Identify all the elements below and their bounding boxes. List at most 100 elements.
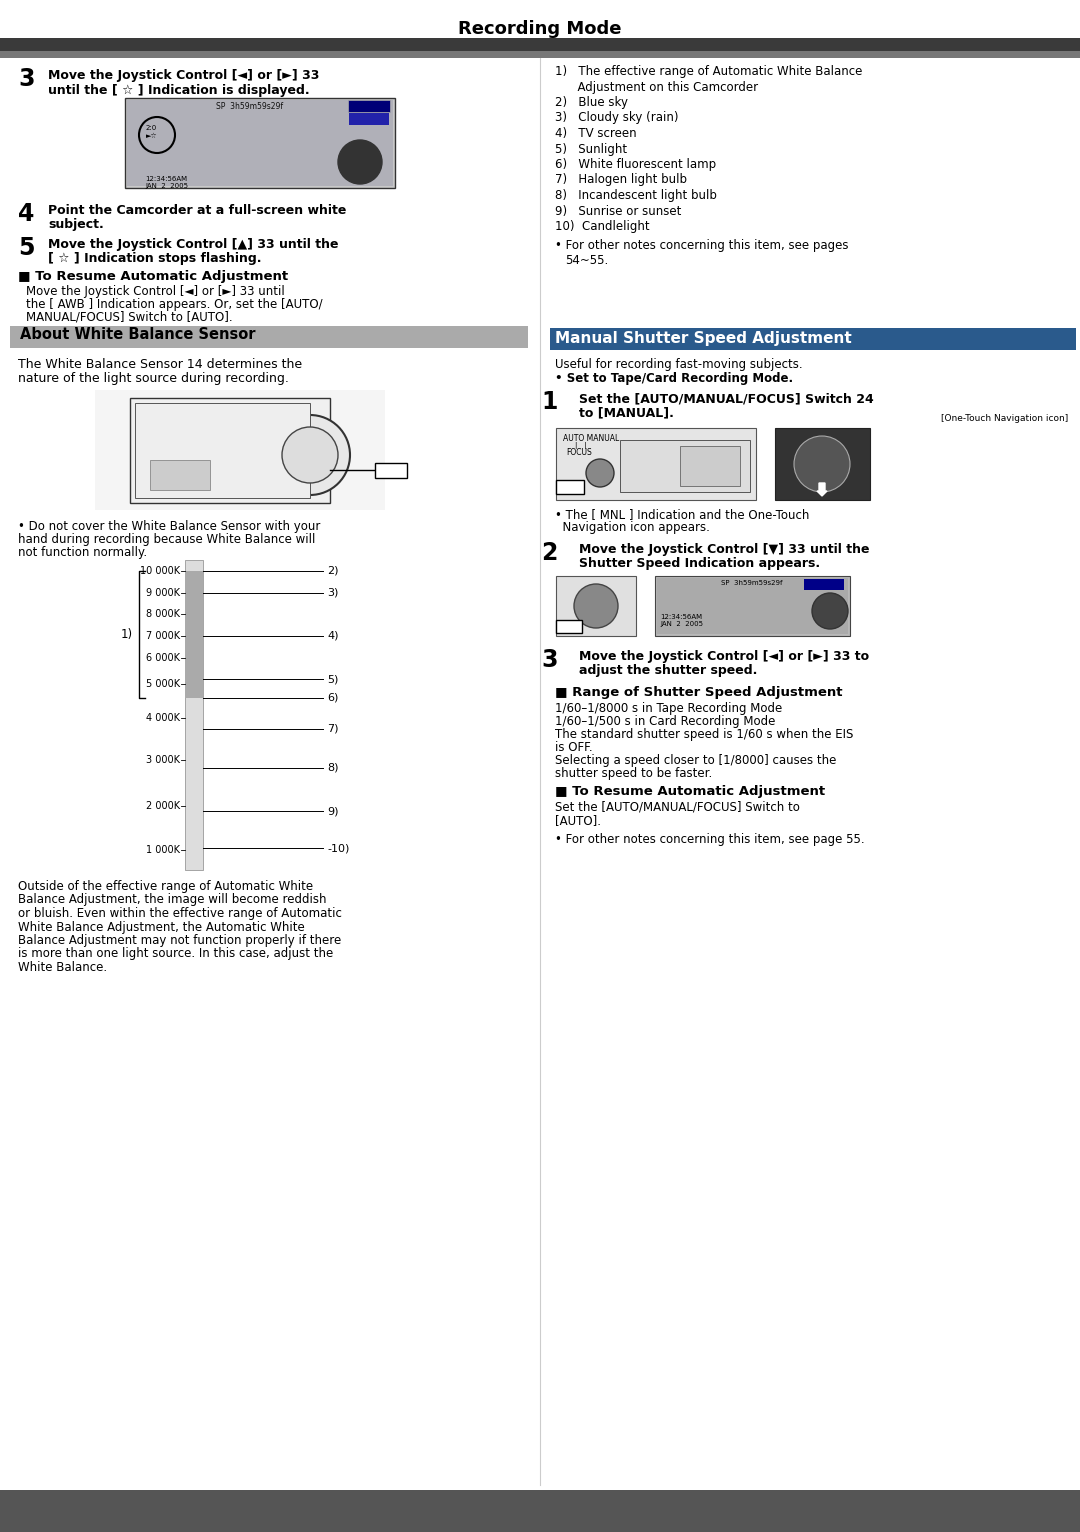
Text: 1: 1 (541, 391, 557, 414)
Text: 3: 3 (541, 648, 557, 673)
Text: 5)   Sunlight: 5) Sunlight (555, 142, 627, 156)
Text: • Set to Tape/Card Recording Mode.: • Set to Tape/Card Recording Mode. (555, 372, 793, 385)
Text: 9)   Sunrise or sunset: 9) Sunrise or sunset (555, 204, 681, 218)
Bar (556, 480, 584, 493)
Text: Set the [AUTO/MANUAL/FOCUS] Switch to: Set the [AUTO/MANUAL/FOCUS] Switch to (555, 801, 800, 813)
Bar (0, 38, 1080, 51)
Text: JAN  2  2005: JAN 2 2005 (660, 620, 703, 627)
Text: 1/60–1/500 s in Card Recording Mode: 1/60–1/500 s in Card Recording Mode (555, 715, 775, 728)
Bar (556, 427, 756, 499)
Text: +: + (825, 604, 835, 616)
Bar (130, 398, 330, 502)
Text: 3: 3 (18, 67, 35, 90)
Text: 7)   Halogen light bulb: 7) Halogen light bulb (555, 173, 687, 187)
Text: -10): -10) (327, 843, 349, 853)
Bar (654, 576, 850, 636)
Bar (775, 427, 870, 499)
Bar (556, 576, 636, 636)
Text: Set the [AUTO/MANUAL/FOCUS] Switch 24: Set the [AUTO/MANUAL/FOCUS] Switch 24 (579, 392, 874, 404)
Circle shape (573, 584, 618, 628)
Text: 1): 1) (121, 628, 133, 640)
Circle shape (270, 415, 350, 495)
Bar (0, 51, 1080, 58)
Bar (550, 328, 1076, 349)
Text: NNL: NNL (362, 113, 376, 119)
FancyArrow shape (816, 483, 827, 496)
Text: 4 000K: 4 000K (146, 712, 180, 723)
Text: ■ To Resume Automatic Adjustment: ■ To Resume Automatic Adjustment (555, 784, 825, 798)
Text: SP  3h59m59s29f: SP 3h59m59s29f (216, 103, 284, 110)
Text: 3/3: 3/3 (352, 155, 368, 164)
Text: The standard shutter speed is 1/60 s when the EIS: The standard shutter speed is 1/60 s whe… (555, 728, 853, 741)
Text: 1/60–1/8000 s in Tape Recording Mode: 1/60–1/8000 s in Tape Recording Mode (555, 702, 782, 715)
Text: 14: 14 (383, 464, 399, 473)
Text: White Balance.: White Balance. (18, 961, 107, 974)
Text: hand during recording because White Balance will: hand during recording because White Bala… (18, 533, 315, 545)
Bar (0, 1491, 1080, 1532)
Text: nature of the light source during recording.: nature of the light source during record… (18, 372, 288, 385)
Text: 9): 9) (327, 806, 338, 817)
Text: 3 000K: 3 000K (146, 755, 180, 764)
Text: Navigation icon appears.: Navigation icon appears. (555, 521, 710, 535)
Text: 5): 5) (327, 674, 338, 685)
Text: adjust the shutter speed.: adjust the shutter speed. (579, 663, 757, 677)
Text: Outside of the effective range of Automatic White: Outside of the effective range of Automa… (18, 879, 313, 893)
Text: or bluish. Even within the effective range of Automatic: or bluish. Even within the effective ran… (18, 907, 342, 921)
Text: 33: 33 (563, 620, 576, 631)
Text: 10 000K: 10 000K (140, 565, 180, 576)
Bar (95, 391, 384, 510)
Text: ■ To Resume Automatic Adjustment: ■ To Resume Automatic Adjustment (18, 270, 288, 283)
Text: • The [ MNL ] Indication and the One-Touch: • The [ MNL ] Indication and the One-Tou… (555, 509, 809, 521)
Text: For assistance, please call : 1-800-211-PANA(7262) or, contact us via the web at: For assistance, please call : 1-800-211-… (90, 1501, 717, 1512)
Bar (348, 100, 390, 112)
Text: 2 000K: 2 000K (146, 801, 180, 812)
Text: subject.: subject. (48, 218, 104, 231)
Text: HNL: HNL (362, 101, 376, 107)
Circle shape (586, 460, 615, 487)
Text: is more than one light source. In this case, adjust the: is more than one light source. In this c… (18, 947, 334, 961)
Text: shutter speed to be faster.: shutter speed to be faster. (555, 768, 712, 780)
Text: 5: 5 (18, 236, 35, 260)
Text: 7): 7) (327, 725, 338, 734)
Bar (680, 446, 740, 486)
Text: FOCUS: FOCUS (566, 447, 592, 457)
Text: Move the Joystick Control [◄] or [►] 33: Move the Joystick Control [◄] or [►] 33 (48, 69, 320, 83)
Circle shape (812, 593, 848, 630)
Text: [ ☆ ] Indication stops flashing.: [ ☆ ] Indication stops flashing. (48, 251, 261, 265)
Text: |   |: | | (575, 443, 586, 449)
Bar (556, 620, 582, 633)
Text: 4): 4) (327, 631, 338, 640)
Text: White Balance Adjustment, the Automatic White: White Balance Adjustment, the Automatic … (18, 921, 305, 933)
Text: The White Balance Sensor 14 determines the: The White Balance Sensor 14 determines t… (18, 358, 302, 371)
Bar (85, 1491, 1075, 1532)
Text: 8): 8) (327, 763, 338, 772)
Text: Move the Joystick Control [◄] or [►] 33 to: Move the Joystick Control [◄] or [►] 33 … (579, 650, 869, 663)
Text: 6): 6) (327, 692, 338, 703)
Bar (10, 326, 528, 348)
Circle shape (794, 437, 850, 492)
Bar (804, 579, 843, 590)
Bar (349, 113, 389, 126)
Text: Move the Joystick Control [▲] 33 until the: Move the Joystick Control [▲] 33 until t… (48, 237, 338, 251)
Text: 3)   Cloudy sky (rain): 3) Cloudy sky (rain) (555, 112, 678, 124)
Text: Balance Adjustment may not function properly if there: Balance Adjustment may not function prop… (18, 935, 341, 947)
Text: 8 000K: 8 000K (146, 610, 180, 619)
Text: 30: 30 (28, 1498, 57, 1518)
Text: 12:34:56AM: 12:34:56AM (660, 614, 702, 620)
Text: is OFF.: is OFF. (555, 741, 593, 754)
Text: Adjustment on this Camcorder: Adjustment on this Camcorder (555, 81, 758, 93)
Text: 7 000K: 7 000K (146, 631, 180, 640)
Text: 6 000K: 6 000K (146, 653, 180, 663)
Bar (135, 403, 310, 498)
Bar (375, 463, 407, 478)
Text: 8)   Incandescent light bulb: 8) Incandescent light bulb (555, 188, 717, 202)
Text: ■ Range of Shutter Speed Adjustment: ■ Range of Shutter Speed Adjustment (555, 686, 842, 699)
Text: 2: 2 (541, 541, 557, 565)
Text: 12:34:56AM: 12:34:56AM (145, 176, 187, 182)
Text: 2)   Blue sky: 2) Blue sky (555, 97, 627, 109)
Text: to [MANUAL].: to [MANUAL]. (579, 406, 674, 418)
Bar (185, 561, 203, 870)
Text: 54~55.: 54~55. (565, 253, 608, 267)
Text: Point the Camcorder at a full-screen white: Point the Camcorder at a full-screen whi… (48, 204, 347, 218)
Text: About White Balance Sensor: About White Balance Sensor (21, 326, 256, 342)
